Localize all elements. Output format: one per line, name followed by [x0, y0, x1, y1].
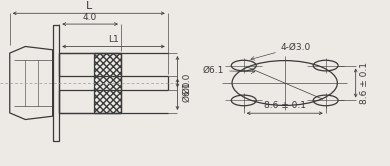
Bar	[59, 53, 121, 113]
Text: 8.6 ± 0.1: 8.6 ± 0.1	[360, 62, 369, 104]
Text: 4-Ø3.0: 4-Ø3.0	[251, 42, 311, 60]
Bar	[94, 53, 121, 113]
Text: Ø6.1: Ø6.1	[203, 66, 255, 75]
Text: Ø6.0: Ø6.0	[182, 81, 191, 102]
Bar	[94, 53, 121, 113]
Text: L: L	[85, 1, 92, 11]
Text: L1: L1	[108, 35, 119, 44]
Text: 8.6 ± 0.1: 8.6 ± 0.1	[264, 101, 306, 110]
Text: Ø1.0: Ø1.0	[182, 72, 191, 94]
Text: 4.0: 4.0	[83, 13, 97, 22]
Bar	[53, 25, 59, 141]
